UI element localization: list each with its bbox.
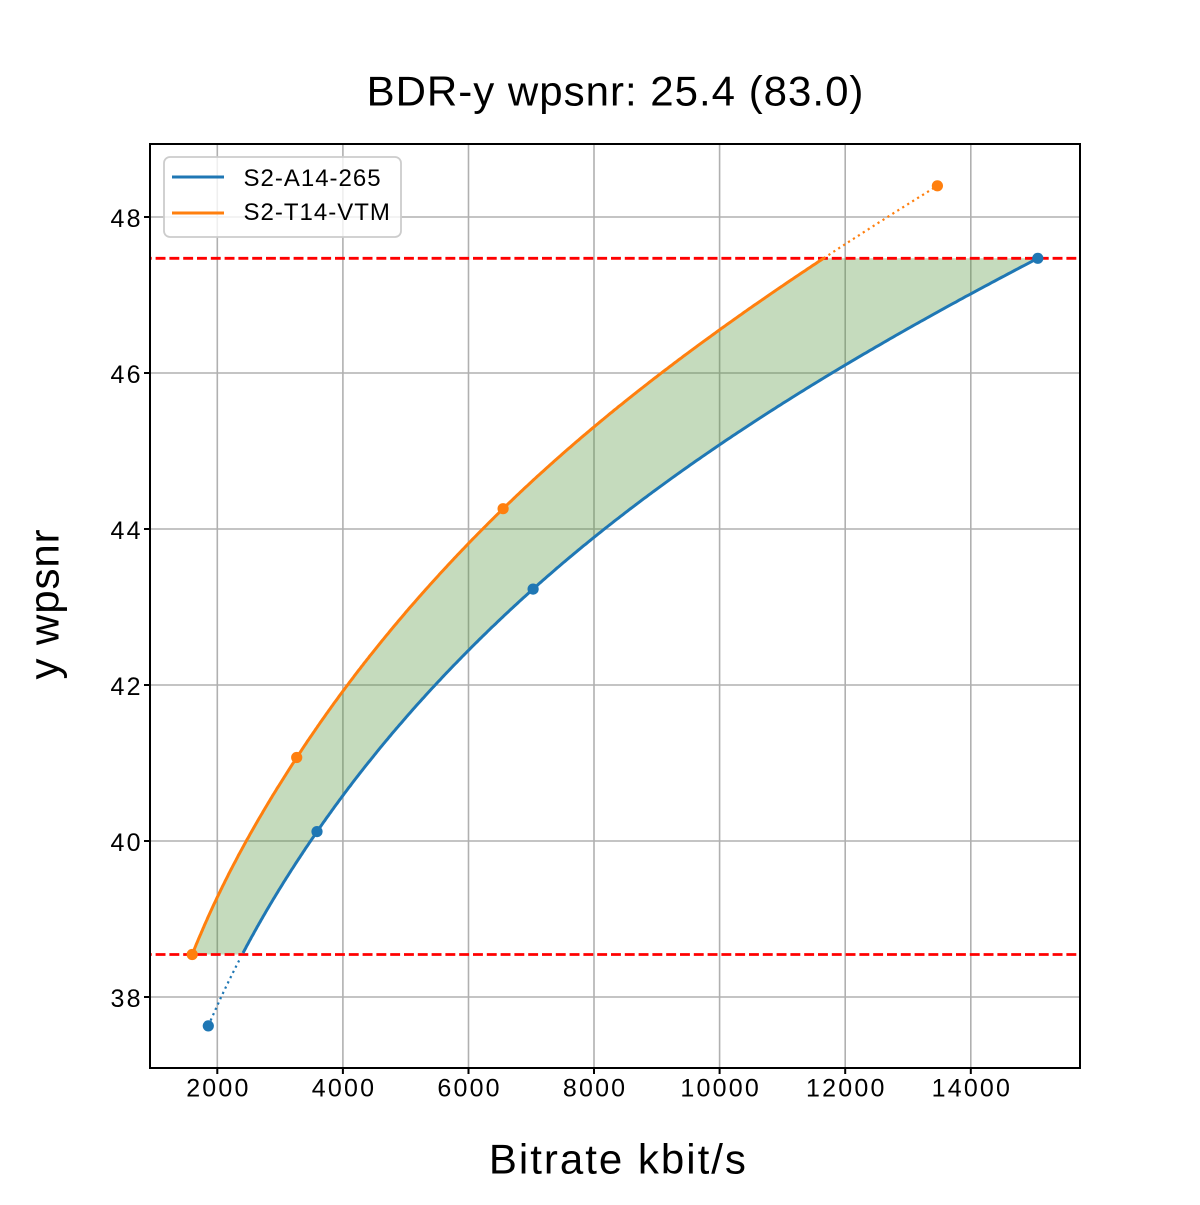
svg-text:S2-A14-265: S2-A14-265 xyxy=(244,165,382,192)
svg-text:2000: 2000 xyxy=(186,1075,250,1103)
svg-text:Bitrate kbit/s: Bitrate kbit/s xyxy=(489,1135,748,1182)
svg-text:14000: 14000 xyxy=(932,1075,1013,1103)
svg-text:10000: 10000 xyxy=(680,1075,761,1103)
svg-text:6000: 6000 xyxy=(437,1075,501,1103)
svg-text:BDR-y wpsnr: 25.4 (83.0): BDR-y wpsnr: 25.4 (83.0) xyxy=(367,68,865,115)
svg-text:38: 38 xyxy=(110,985,142,1013)
svg-text:4000: 4000 xyxy=(312,1075,376,1103)
svg-text:44: 44 xyxy=(110,517,142,545)
svg-text:S2-T14-VTM: S2-T14-VTM xyxy=(244,199,391,226)
svg-text:46: 46 xyxy=(110,361,142,389)
svg-text:y wpsnr: y wpsnr xyxy=(21,528,68,679)
svg-text:48: 48 xyxy=(110,205,142,233)
svg-text:12000: 12000 xyxy=(806,1075,887,1103)
svg-text:40: 40 xyxy=(110,829,142,857)
svg-text:42: 42 xyxy=(110,673,142,701)
svg-text:8000: 8000 xyxy=(563,1075,627,1103)
